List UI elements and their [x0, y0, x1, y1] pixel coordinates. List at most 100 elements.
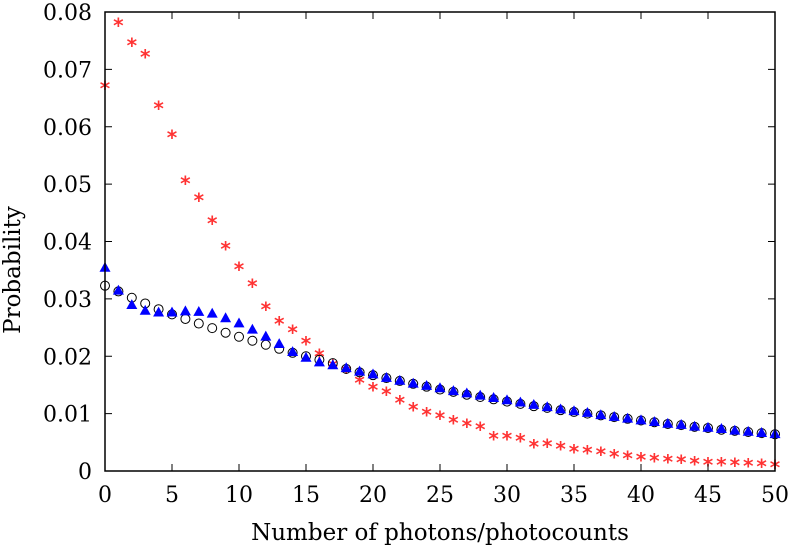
data-point-asterisk: * — [113, 13, 124, 37]
data-point-triangle — [581, 406, 593, 417]
y-tick-label: 0 — [78, 460, 92, 485]
data-point-asterisk: * — [582, 441, 593, 465]
data-point-triangle — [273, 338, 285, 349]
data-point-asterisk: * — [247, 275, 258, 299]
data-point-circle — [220, 327, 231, 338]
data-point-asterisk: * — [381, 382, 392, 406]
data-point-asterisk: * — [716, 453, 727, 477]
data-point-triangle — [501, 394, 513, 405]
data-point-triangle — [233, 317, 245, 328]
data-point-asterisk: * — [475, 417, 486, 441]
data-point-triangle — [488, 392, 500, 402]
data-point-asterisk: * — [555, 437, 566, 461]
data-point-triangle — [474, 389, 486, 400]
data-point-triangle — [206, 307, 218, 318]
data-point-asterisk: * — [622, 447, 633, 471]
data-point-asterisk: * — [676, 451, 687, 475]
data-point-asterisk: * — [341, 361, 352, 385]
x-tick-label: 0 — [98, 483, 112, 508]
x-tick-label: 50 — [761, 483, 789, 508]
data-point-triangle — [407, 377, 419, 388]
data-point-asterisk: * — [301, 332, 312, 356]
data-point-asterisk: * — [462, 415, 473, 439]
data-point-triangle — [313, 356, 325, 367]
series-filled-triangle — [99, 261, 781, 439]
data-point-triangle — [742, 425, 754, 436]
data-point-circle — [247, 335, 258, 346]
data-point-asterisk: * — [287, 320, 298, 344]
data-point-asterisk: * — [529, 435, 540, 459]
axis-ticks: 0 5 10 15 20 25 30 35 40 45 50 0 0.01 0.02 0.03 0.04 0.0… — [43, 1, 789, 508]
y-tick-label: 0.07 — [43, 58, 92, 83]
data-point-asterisk: * — [167, 125, 178, 149]
data-point-triangle — [541, 401, 553, 412]
data-point-asterisk: * — [448, 411, 459, 435]
data-point-asterisk: * — [234, 257, 245, 281]
y-axis-label: Probability — [0, 206, 26, 334]
data-point-asterisk: * — [180, 171, 191, 195]
data-point-triangle — [555, 403, 567, 414]
series-asterisk: *** *********** * ** * * * * * * * * * * * * * * * * * * * * * * *… — [100, 13, 781, 479]
y-tick-label: 0.08 — [43, 1, 92, 26]
data-point-asterisk: * — [153, 97, 164, 121]
data-point-triangle — [689, 420, 701, 431]
data-point-asterisk: * — [689, 452, 700, 476]
data-point-asterisk: * — [636, 448, 647, 472]
data-point-asterisk: * — [502, 427, 513, 451]
data-point-asterisk: * — [596, 443, 607, 467]
data-point-asterisk: * — [663, 450, 674, 474]
data-point-triangle — [367, 368, 379, 379]
data-point-triangle — [635, 414, 647, 425]
data-point-triangle — [568, 405, 580, 416]
data-point-asterisk: * — [368, 378, 379, 402]
data-point-triangle — [648, 416, 660, 427]
data-point-asterisk: * — [408, 398, 419, 422]
x-tick-label: 40 — [627, 483, 655, 508]
data-point-triangle — [528, 398, 540, 409]
data-point-triangle — [380, 371, 392, 382]
data-point-asterisk: * — [354, 371, 365, 395]
y-tick-label: 0.02 — [43, 345, 92, 370]
data-point-asterisk: * — [435, 406, 446, 430]
data-point-triangle — [340, 362, 352, 373]
data-point-asterisk: * — [220, 237, 231, 261]
plot-frame — [104, 11, 776, 472]
data-point-triangle — [421, 380, 433, 390]
x-tick-label: 10 — [225, 483, 253, 508]
data-point-triangle — [153, 306, 165, 317]
data-point-circle — [193, 318, 204, 329]
data-point-triangle — [702, 421, 714, 432]
data-point-asterisk: * — [743, 454, 754, 478]
data-point-asterisk: * — [274, 312, 285, 336]
y-tick-label: 0.03 — [43, 288, 92, 313]
data-point-asterisk: * — [207, 211, 218, 235]
data-point-triangle — [608, 410, 620, 421]
data-point-asterisk: * — [127, 34, 138, 58]
data-point-triangle — [675, 419, 687, 429]
data-point-triangle — [179, 305, 191, 316]
data-point-asterisk: * — [488, 427, 499, 451]
data-point-triangle — [394, 374, 406, 385]
data-point-asterisk: * — [515, 429, 526, 453]
x-tick-label: 45 — [694, 483, 722, 508]
y-tick-label: 0.04 — [43, 231, 92, 256]
data-point-triangle — [139, 304, 151, 315]
data-point-triangle — [715, 423, 727, 433]
data-point-circle — [234, 331, 244, 342]
data-point-asterisk: * — [609, 445, 620, 469]
y-tick-label: 0.06 — [43, 116, 92, 141]
data-point-asterisk: * — [569, 440, 580, 464]
data-point-triangle — [300, 351, 312, 362]
y-tick-label: 0.05 — [43, 173, 92, 198]
data-point-asterisk: * — [730, 454, 741, 478]
data-point-asterisk: * — [542, 435, 553, 459]
data-point-triangle — [662, 417, 674, 428]
x-axis-label: Number of photons/photocounts — [251, 520, 629, 546]
data-point-triangle — [193, 305, 205, 316]
data-point-triangle — [220, 312, 232, 323]
data-point-triangle — [166, 306, 178, 317]
x-tick-label: 35 — [560, 483, 588, 508]
data-point-triangle — [434, 382, 446, 393]
y-tick-label: 0.01 — [43, 403, 92, 428]
